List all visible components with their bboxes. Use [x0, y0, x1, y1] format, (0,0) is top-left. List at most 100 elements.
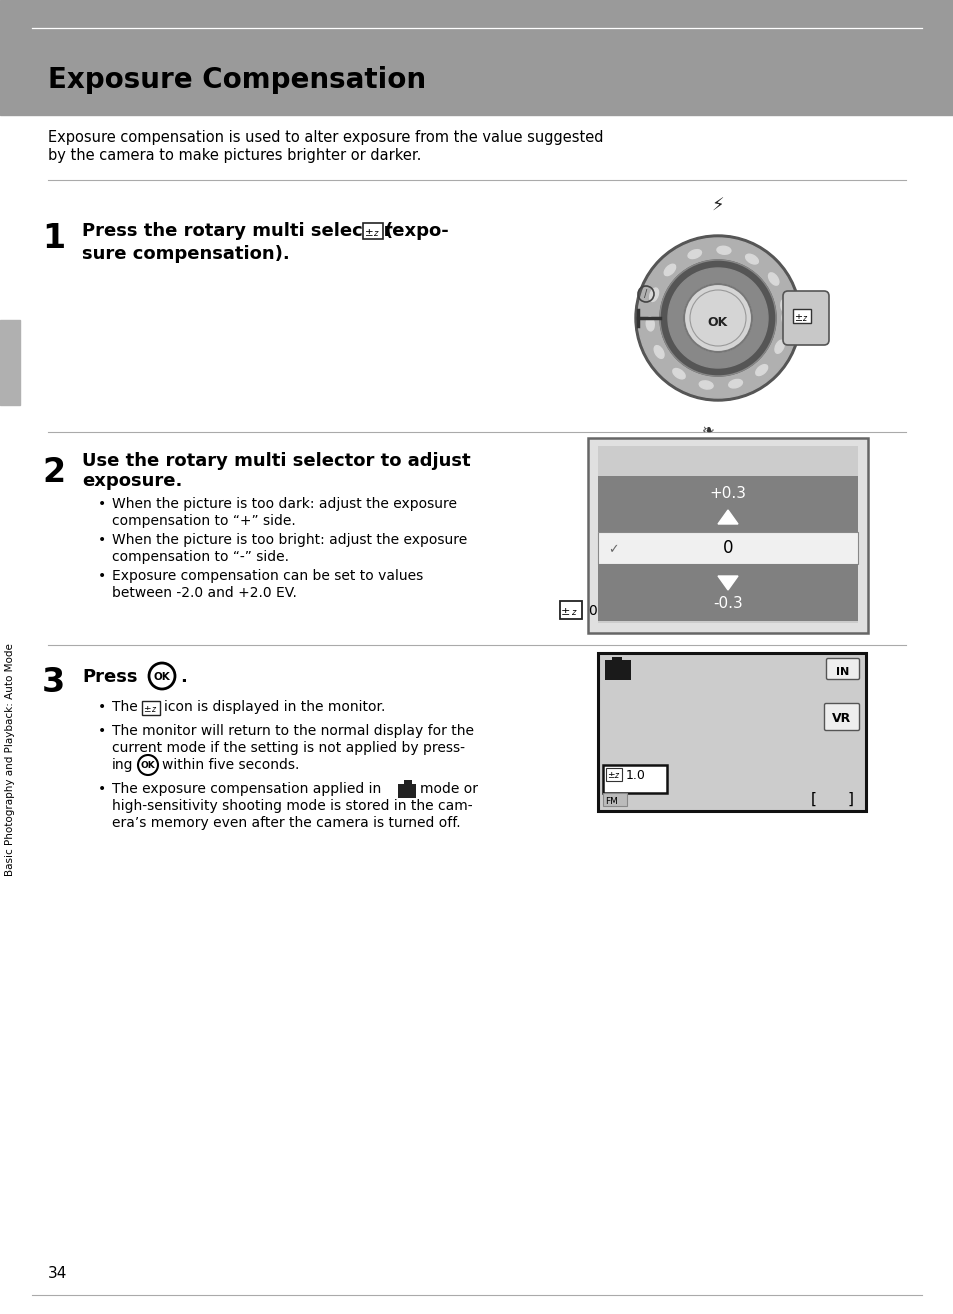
Bar — [598, 532, 857, 564]
Bar — [604, 660, 630, 681]
Text: OK: OK — [140, 762, 155, 770]
Text: era’s memory even after the camera is turned off.: era’s memory even after the camera is tu… — [112, 816, 460, 830]
Bar — [612, 657, 621, 664]
Text: z: z — [151, 706, 154, 714]
Text: (expo-: (expo- — [385, 222, 449, 240]
Bar — [605, 767, 621, 781]
Text: compensation to “+” side.: compensation to “+” side. — [112, 514, 295, 528]
Text: 0: 0 — [722, 539, 733, 557]
Text: 1: 1 — [42, 222, 65, 255]
Ellipse shape — [774, 340, 783, 353]
Text: -0.3: -0.3 — [713, 597, 742, 611]
Text: z: z — [571, 608, 575, 618]
FancyBboxPatch shape — [823, 703, 859, 731]
Text: .: . — [180, 668, 187, 686]
Text: ±: ± — [560, 607, 570, 618]
Circle shape — [635, 235, 801, 401]
Text: When the picture is too dark: adjust the exposure: When the picture is too dark: adjust the… — [112, 497, 456, 511]
Ellipse shape — [654, 346, 663, 359]
Bar — [397, 784, 416, 798]
Ellipse shape — [645, 317, 654, 331]
Text: by the camera to make pictures brighter or darker.: by the camera to make pictures brighter … — [48, 148, 421, 163]
Bar — [559, 600, 581, 619]
Bar — [792, 309, 810, 323]
Circle shape — [683, 284, 751, 352]
Bar — [587, 438, 867, 633]
Ellipse shape — [699, 381, 713, 389]
Text: 34: 34 — [48, 1265, 68, 1281]
Ellipse shape — [755, 365, 767, 376]
Text: ⚡: ⚡ — [711, 197, 723, 215]
Text: •: • — [98, 700, 106, 714]
Text: [: [ — [810, 792, 816, 807]
Ellipse shape — [717, 246, 730, 255]
Ellipse shape — [649, 288, 658, 301]
Bar — [142, 700, 160, 715]
Text: sure compensation).: sure compensation). — [82, 244, 290, 263]
Text: •: • — [98, 497, 106, 511]
Polygon shape — [718, 576, 738, 590]
Text: The monitor will return to the normal display for the: The monitor will return to the normal di… — [112, 724, 474, 738]
Ellipse shape — [663, 264, 675, 276]
Polygon shape — [718, 510, 738, 524]
Text: The: The — [112, 700, 137, 714]
Text: ±: ± — [143, 706, 151, 714]
Text: •: • — [98, 782, 106, 796]
Text: +0.3: +0.3 — [709, 486, 745, 501]
Text: exposure.: exposure. — [82, 472, 182, 490]
Text: FM: FM — [604, 798, 618, 805]
Circle shape — [667, 268, 767, 368]
Text: Press: Press — [82, 668, 137, 686]
Text: mode or: mode or — [419, 782, 477, 796]
Text: compensation to “-” side.: compensation to “-” side. — [112, 551, 289, 564]
Ellipse shape — [781, 311, 789, 325]
Circle shape — [659, 260, 775, 376]
Text: •: • — [98, 533, 106, 547]
Text: 3: 3 — [42, 666, 65, 699]
Text: z: z — [614, 771, 618, 781]
Bar — [0, 0, 953, 116]
Text: z: z — [801, 314, 805, 323]
Ellipse shape — [728, 380, 741, 388]
Text: 0: 0 — [587, 604, 597, 618]
Bar — [403, 781, 412, 784]
Text: OK: OK — [153, 671, 171, 682]
Circle shape — [638, 238, 797, 398]
Text: •: • — [98, 724, 106, 738]
Text: z: z — [373, 229, 377, 238]
FancyBboxPatch shape — [825, 658, 859, 679]
Text: between -2.0 and +2.0 EV.: between -2.0 and +2.0 EV. — [112, 586, 296, 600]
Ellipse shape — [745, 254, 758, 264]
FancyBboxPatch shape — [782, 290, 828, 346]
Text: ❧: ❧ — [700, 423, 714, 438]
Text: Exposure compensation is used to alter exposure from the value suggested: Exposure compensation is used to alter e… — [48, 130, 603, 145]
Text: Use the rotary multi selector to adjust: Use the rotary multi selector to adjust — [82, 452, 470, 470]
Ellipse shape — [672, 368, 684, 378]
Text: •: • — [98, 569, 106, 583]
Text: icon is displayed in the monitor.: icon is displayed in the monitor. — [164, 700, 385, 714]
Text: current mode if the setting is not applied by press-: current mode if the setting is not appli… — [112, 741, 464, 756]
Bar — [598, 564, 857, 622]
Text: ±: ± — [793, 313, 801, 323]
Text: high-sensitivity shooting mode is stored in the cam-: high-sensitivity shooting mode is stored… — [112, 799, 472, 813]
Bar — [598, 476, 857, 532]
Bar — [602, 794, 626, 805]
Text: ing: ing — [112, 758, 133, 773]
Bar — [598, 445, 857, 623]
Text: IN: IN — [836, 668, 849, 677]
Bar — [598, 653, 865, 811]
Text: /: / — [643, 289, 647, 300]
Bar — [363, 223, 382, 239]
Text: The exposure compensation applied in: The exposure compensation applied in — [112, 782, 381, 796]
Ellipse shape — [768, 273, 778, 285]
Text: 2: 2 — [42, 456, 65, 489]
Text: Basic Photography and Playback: Auto Mode: Basic Photography and Playback: Auto Mod… — [5, 644, 15, 876]
Text: ±: ± — [606, 771, 614, 781]
Text: When the picture is too bright: adjust the exposure: When the picture is too bright: adjust t… — [112, 533, 467, 547]
Bar — [0, 321, 20, 405]
Text: ]: ] — [847, 792, 853, 807]
Text: VR: VR — [832, 712, 851, 725]
Text: Exposure compensation can be set to values: Exposure compensation can be set to valu… — [112, 569, 423, 583]
Text: ✓: ✓ — [607, 543, 618, 556]
Text: Press the rotary multi selector: Press the rotary multi selector — [82, 222, 392, 240]
